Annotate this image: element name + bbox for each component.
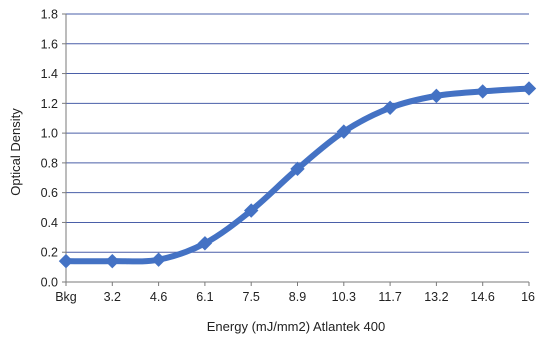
x-tick-labels: Bkg 3.2 4.6 6.1 7.5 8.9 10.3 11.7 13.2 14.6 16 [55,290,535,304]
x-tick-label: 8.9 [289,290,306,304]
y-tick-label: 1.0 [41,127,58,141]
data-point-marker [197,236,213,251]
data-point-marker [243,203,259,218]
x-tick-label: 6.1 [196,290,213,304]
data-point-marker [382,100,398,116]
axes [62,13,530,286]
y-tick-label: 0.0 [41,276,58,290]
data-point-marker [58,253,74,269]
y-tick-label: 0.6 [41,186,58,200]
y-tick-label: 1.4 [41,67,58,81]
y-tick-label: 0.2 [41,246,58,260]
data-point-marker [290,161,305,177]
y-tick-label: 1.6 [41,37,58,51]
x-tick-label: Bkg [55,290,77,304]
x-tick-label: 13.2 [424,290,448,304]
y-tick-labels: 0.0 0.2 0.4 0.6 0.8 1.0 1.2 1.4 1.6 1.8 [41,8,58,290]
x-tick-label: 14.6 [471,290,495,304]
x-axis-title: Energy (mJ/mm2) Atlantek 400 [207,319,385,334]
data-point-marker [336,124,352,139]
data-point-marker [429,88,444,104]
data-point-marker [521,81,537,96]
gridlines [66,13,529,253]
data-point-marker [475,84,490,99]
x-tick-label: 4.6 [150,290,167,304]
x-tick-label: 10.3 [332,290,356,304]
x-tick-label: 3.2 [104,290,121,304]
y-tick-label: 0.8 [41,156,58,170]
y-tick-label: 1.8 [41,8,58,22]
data-point-marker [151,252,166,267]
x-tick-label: 16 [521,290,535,304]
y-tick-label: 0.4 [41,216,58,230]
x-tick-label: 7.5 [243,290,260,304]
x-tick-label: 11.7 [378,290,401,304]
data-markers [58,81,537,269]
data-point-marker [105,253,120,269]
y-axis-title: Optical Density [8,108,23,196]
y-tick-label: 1.2 [41,97,58,111]
